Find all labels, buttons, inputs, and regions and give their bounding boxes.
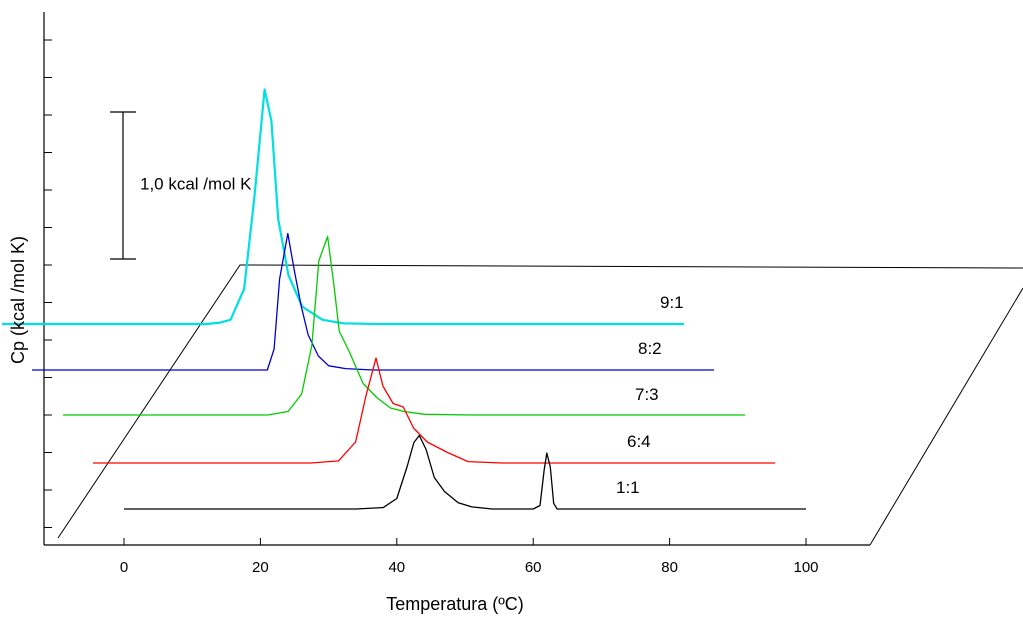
x-tick-label-100: 100: [793, 559, 818, 576]
scale-bar: 1,0 kcal /mol K: [110, 111, 252, 260]
series-line-1-1: [124, 434, 806, 510]
x-axis-title: Temperatura (ºC): [386, 594, 524, 614]
floor-back-edges: [57, 264, 1023, 539]
series-line-8-2: [32, 232, 714, 371]
scale-bar-label: 1,0 kcal /mol K: [140, 174, 252, 193]
x-tick-label-80: 80: [661, 559, 678, 576]
x-axis-ticks: 0 20 40 60 80 100: [120, 538, 819, 576]
floor-right-edge: [869, 287, 1023, 546]
series-label-9-1: 9:1: [660, 293, 684, 312]
x-tick-label-0: 0: [120, 559, 128, 576]
series-line-6-4: [93, 357, 775, 464]
series-label-8-2: 8:2: [638, 339, 662, 358]
x-tick-label-60: 60: [525, 559, 542, 576]
series-labels: 9:1 8:2 7:3 6:4 1:1: [616, 293, 684, 497]
x-tick-label-20: 20: [252, 559, 269, 576]
y-axis-ticks: [44, 39, 52, 528]
series-label-7-3: 7:3: [635, 385, 659, 404]
series-line-7-3: [63, 235, 745, 416]
series-label-6-4: 6:4: [627, 432, 651, 451]
series-group: [2, 88, 806, 510]
y-axis-title: Cp (kcal /mol K): [8, 236, 28, 364]
series-line-9-1: [2, 88, 684, 326]
x-tick-label-40: 40: [388, 559, 405, 576]
series-label-1-1: 1:1: [616, 478, 640, 497]
